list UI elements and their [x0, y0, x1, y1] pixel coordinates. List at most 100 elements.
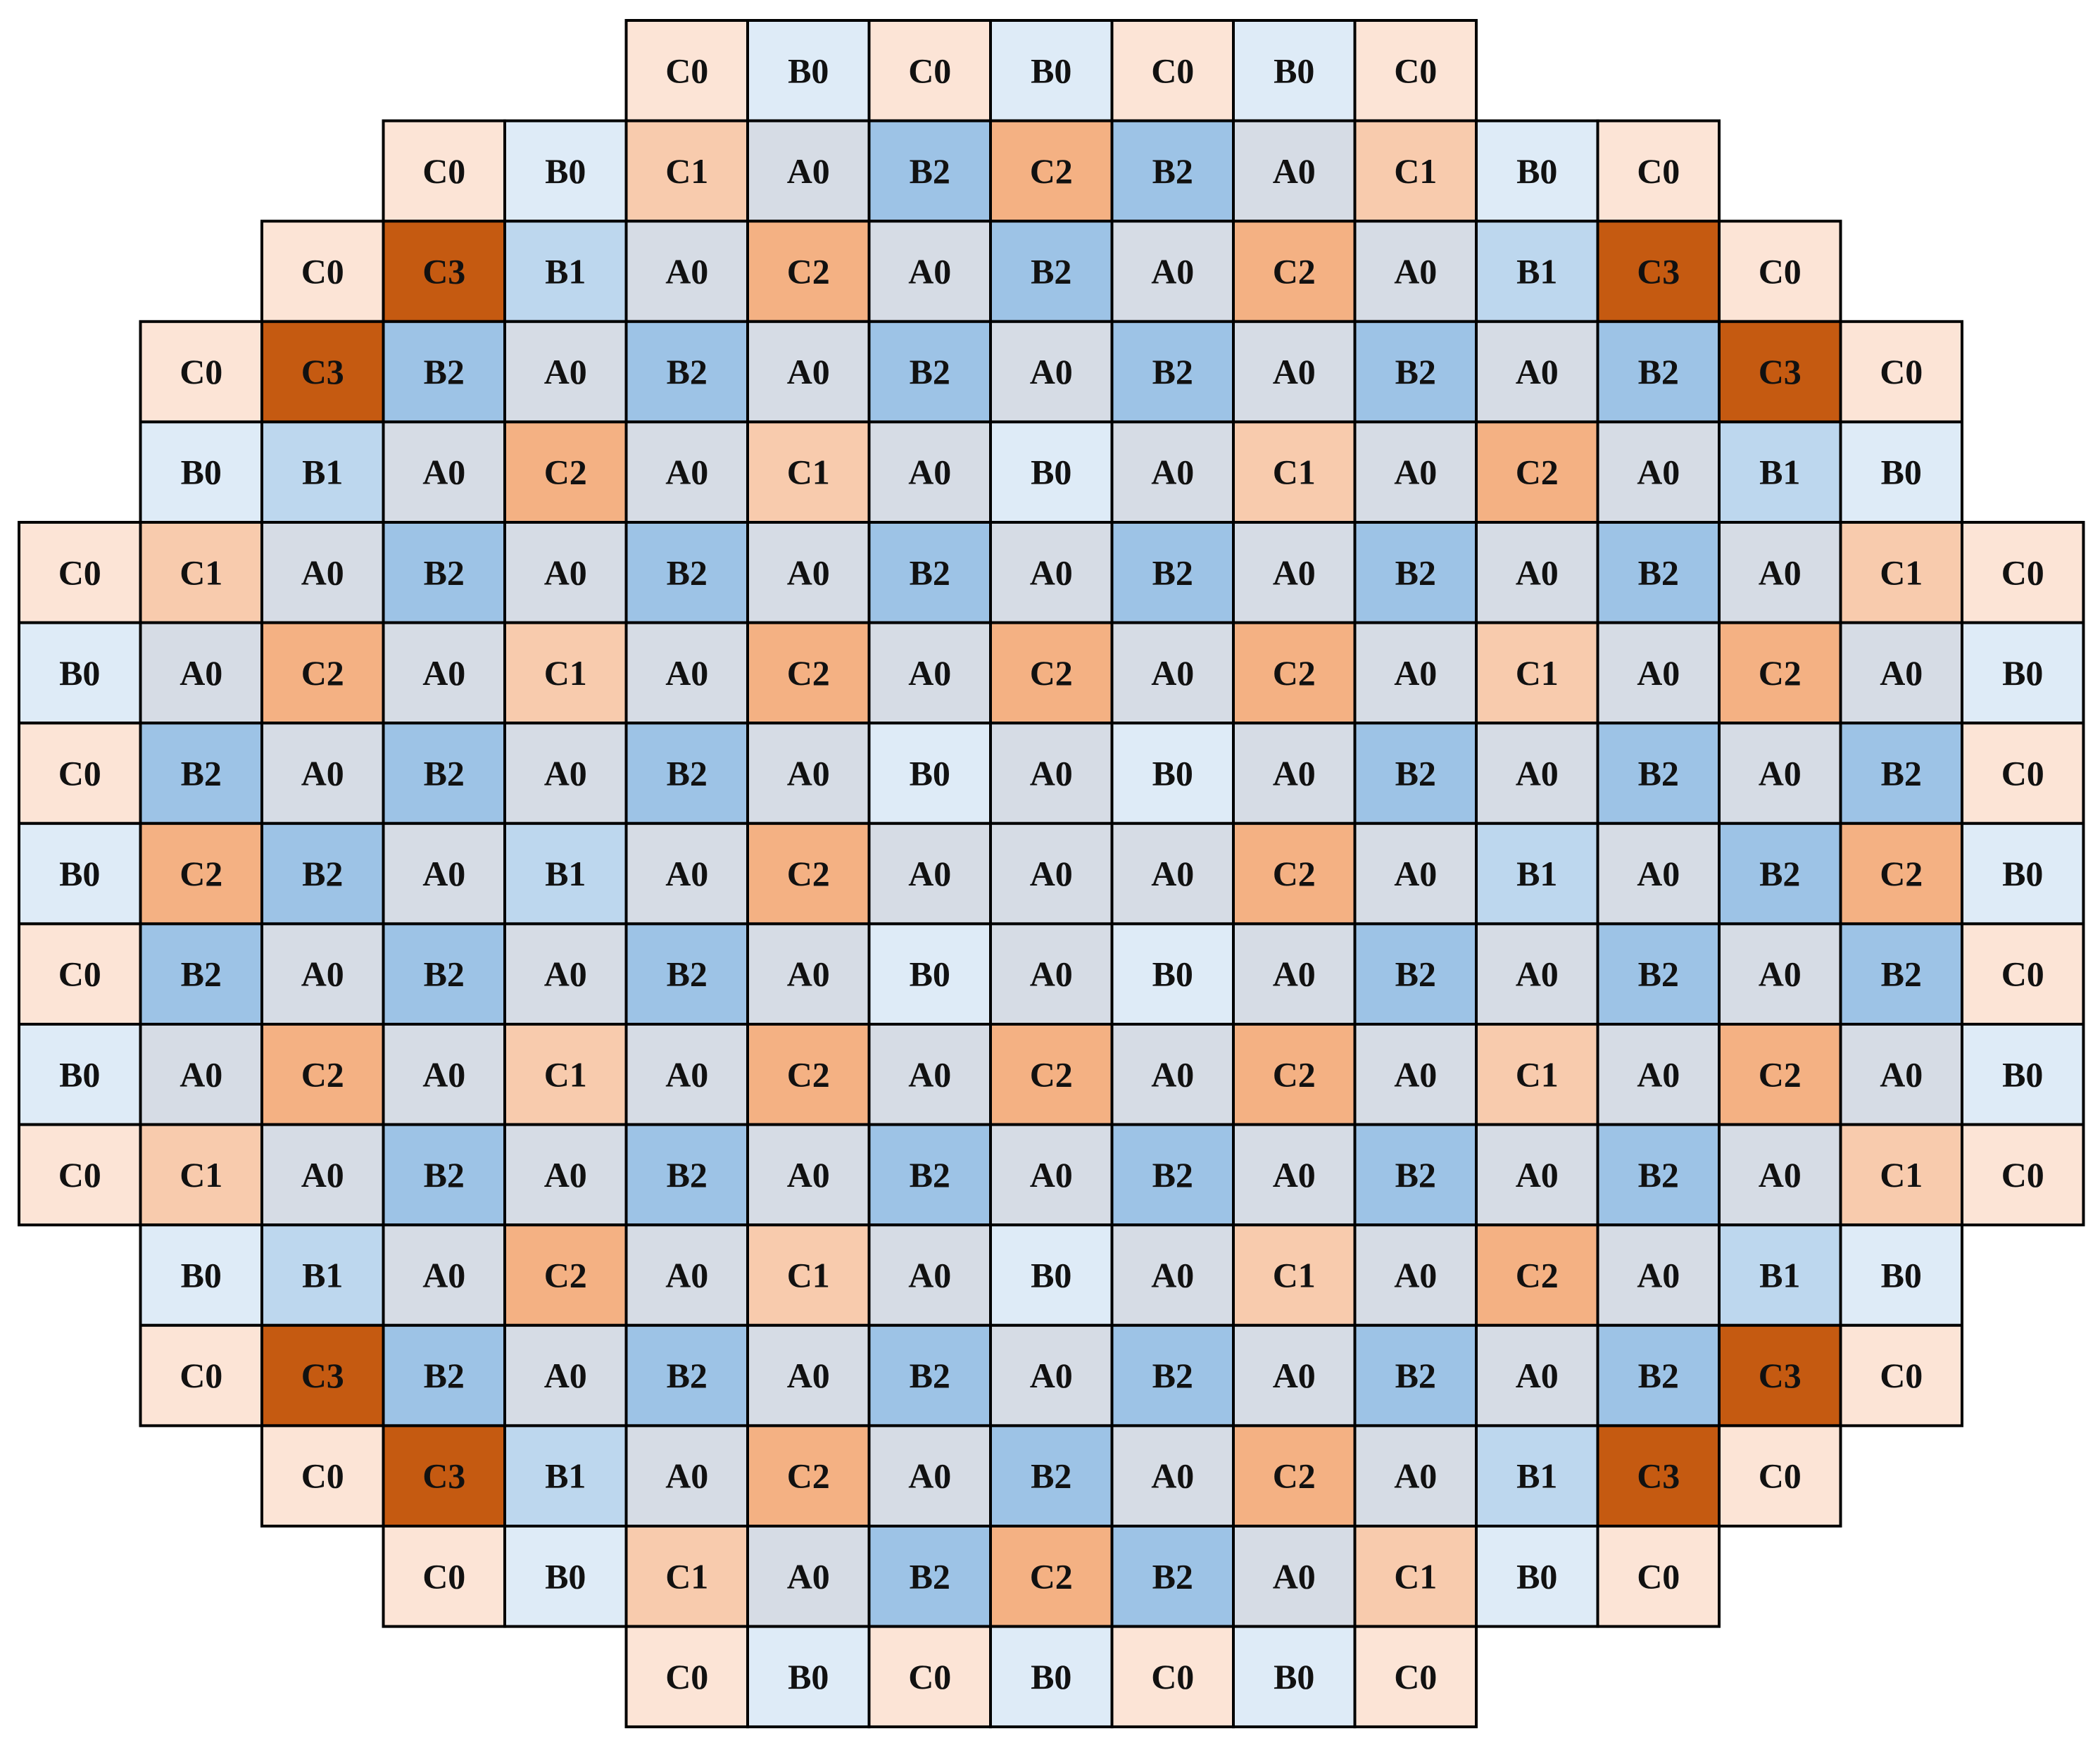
cell-label: B2 [1031, 1456, 1071, 1496]
cell-label: C0 [1394, 1657, 1437, 1696]
cell-label: C2 [301, 653, 344, 693]
cell [624, 1424, 749, 1528]
cell [382, 621, 506, 725]
assembly: C2 [989, 1023, 1114, 1126]
assembly: C3 [1596, 1424, 1721, 1528]
cell-label: C2 [1759, 653, 1802, 693]
cell-label: B2 [181, 955, 222, 994]
assembly: B2 [382, 922, 506, 1026]
cell [1718, 1123, 1842, 1227]
cell-label: A0 [1394, 252, 1437, 291]
cell [382, 220, 506, 323]
cell [1475, 1123, 1599, 1227]
cell [1596, 1223, 1721, 1327]
cell [1353, 1223, 1478, 1327]
cell-label: B2 [1152, 151, 1193, 191]
cell [1961, 821, 2085, 926]
cell-label: B2 [667, 553, 708, 592]
cell-label: B1 [545, 854, 586, 893]
cell-label: B1 [302, 1256, 343, 1295]
cell-label: C2 [1273, 854, 1316, 893]
cell [1596, 420, 1721, 524]
cell-label: C1 [180, 1155, 222, 1195]
cell [139, 1223, 263, 1327]
cell-label: A0 [1759, 553, 1802, 592]
assembly: C2 [1232, 1424, 1357, 1528]
assembly: C2 [1475, 420, 1599, 524]
assembly: A0 [1232, 1123, 1357, 1227]
cell-label: B2 [1395, 553, 1436, 592]
assembly: B2 [1353, 1123, 1478, 1227]
assembly: A0 [1596, 621, 1721, 725]
cell-label: A0 [665, 1456, 708, 1496]
cell [260, 1223, 385, 1327]
cell-label: A0 [1394, 1256, 1437, 1295]
assembly: C2 [989, 119, 1114, 223]
cell [624, 19, 749, 122]
assembly: A0 [989, 320, 1114, 424]
cell-label: A0 [1151, 1456, 1194, 1496]
assembly: B2 [1353, 722, 1478, 825]
cell-label: A0 [1030, 553, 1073, 592]
assembly: B2 [624, 1123, 749, 1227]
cell [1110, 1424, 1235, 1528]
assembly: C0 [139, 1323, 263, 1428]
assembly: A0 [382, 420, 506, 524]
cell-label: A0 [1516, 553, 1559, 592]
assembly: A0 [382, 1023, 506, 1126]
cell-label: C0 [180, 352, 222, 391]
cell [867, 1323, 992, 1428]
cell-label: B0 [910, 955, 950, 994]
assembly: B0 [139, 1223, 263, 1327]
cell-label: A0 [1273, 754, 1316, 793]
assembly: C2 [260, 621, 385, 725]
cell [1839, 521, 1963, 624]
assembly: C2 [260, 1023, 385, 1126]
cell-label: A0 [665, 1054, 708, 1094]
assembly: A0 [1110, 821, 1235, 926]
cell-label: C0 [58, 1155, 101, 1195]
assembly: B2 [867, 119, 992, 223]
assembly: A0 [624, 1023, 749, 1126]
cell [260, 1023, 385, 1126]
cell-label: C0 [58, 553, 101, 592]
cell-label: C1 [1273, 453, 1316, 492]
assembly: C0 [18, 722, 142, 825]
cell-label: B2 [1638, 1356, 1679, 1395]
assembly: A0 [139, 1023, 263, 1126]
cell [382, 420, 506, 524]
cell-label: C0 [1759, 252, 1802, 291]
cell [382, 1424, 506, 1528]
assembly: A0 [503, 1323, 628, 1428]
assembly: C0 [1353, 1625, 1478, 1729]
assembly: B1 [1718, 420, 1842, 524]
assembly: C2 [139, 821, 263, 926]
assembly: C1 [1232, 1223, 1357, 1327]
cell [1110, 420, 1235, 524]
cell [624, 1525, 749, 1628]
cell-label: C2 [1030, 1054, 1073, 1094]
cell-label: A0 [665, 854, 708, 893]
assembly: C0 [1839, 1323, 1963, 1428]
assembly: B0 [1839, 1223, 1963, 1327]
cell [624, 821, 749, 926]
assembly: A0 [1110, 420, 1235, 524]
cell [503, 220, 628, 323]
assembly: C0 [1961, 521, 2085, 624]
cell-label: B1 [1516, 252, 1557, 291]
assembly: A0 [989, 521, 1114, 624]
cell-label: B0 [910, 754, 950, 793]
cell-label: C2 [787, 252, 830, 291]
assembly: A0 [867, 420, 992, 524]
assembly: C2 [746, 821, 871, 926]
cell [1232, 821, 1357, 926]
cell [1232, 521, 1357, 624]
cell [1961, 722, 2085, 825]
cell-label: C0 [908, 51, 951, 90]
assembly: B0 [1839, 420, 1963, 524]
cell-label: B2 [1881, 754, 1922, 793]
cell [1110, 922, 1235, 1026]
assembly: B2 [1110, 119, 1235, 223]
assembly: A0 [867, 1424, 992, 1528]
assembly: C1 [624, 119, 749, 223]
